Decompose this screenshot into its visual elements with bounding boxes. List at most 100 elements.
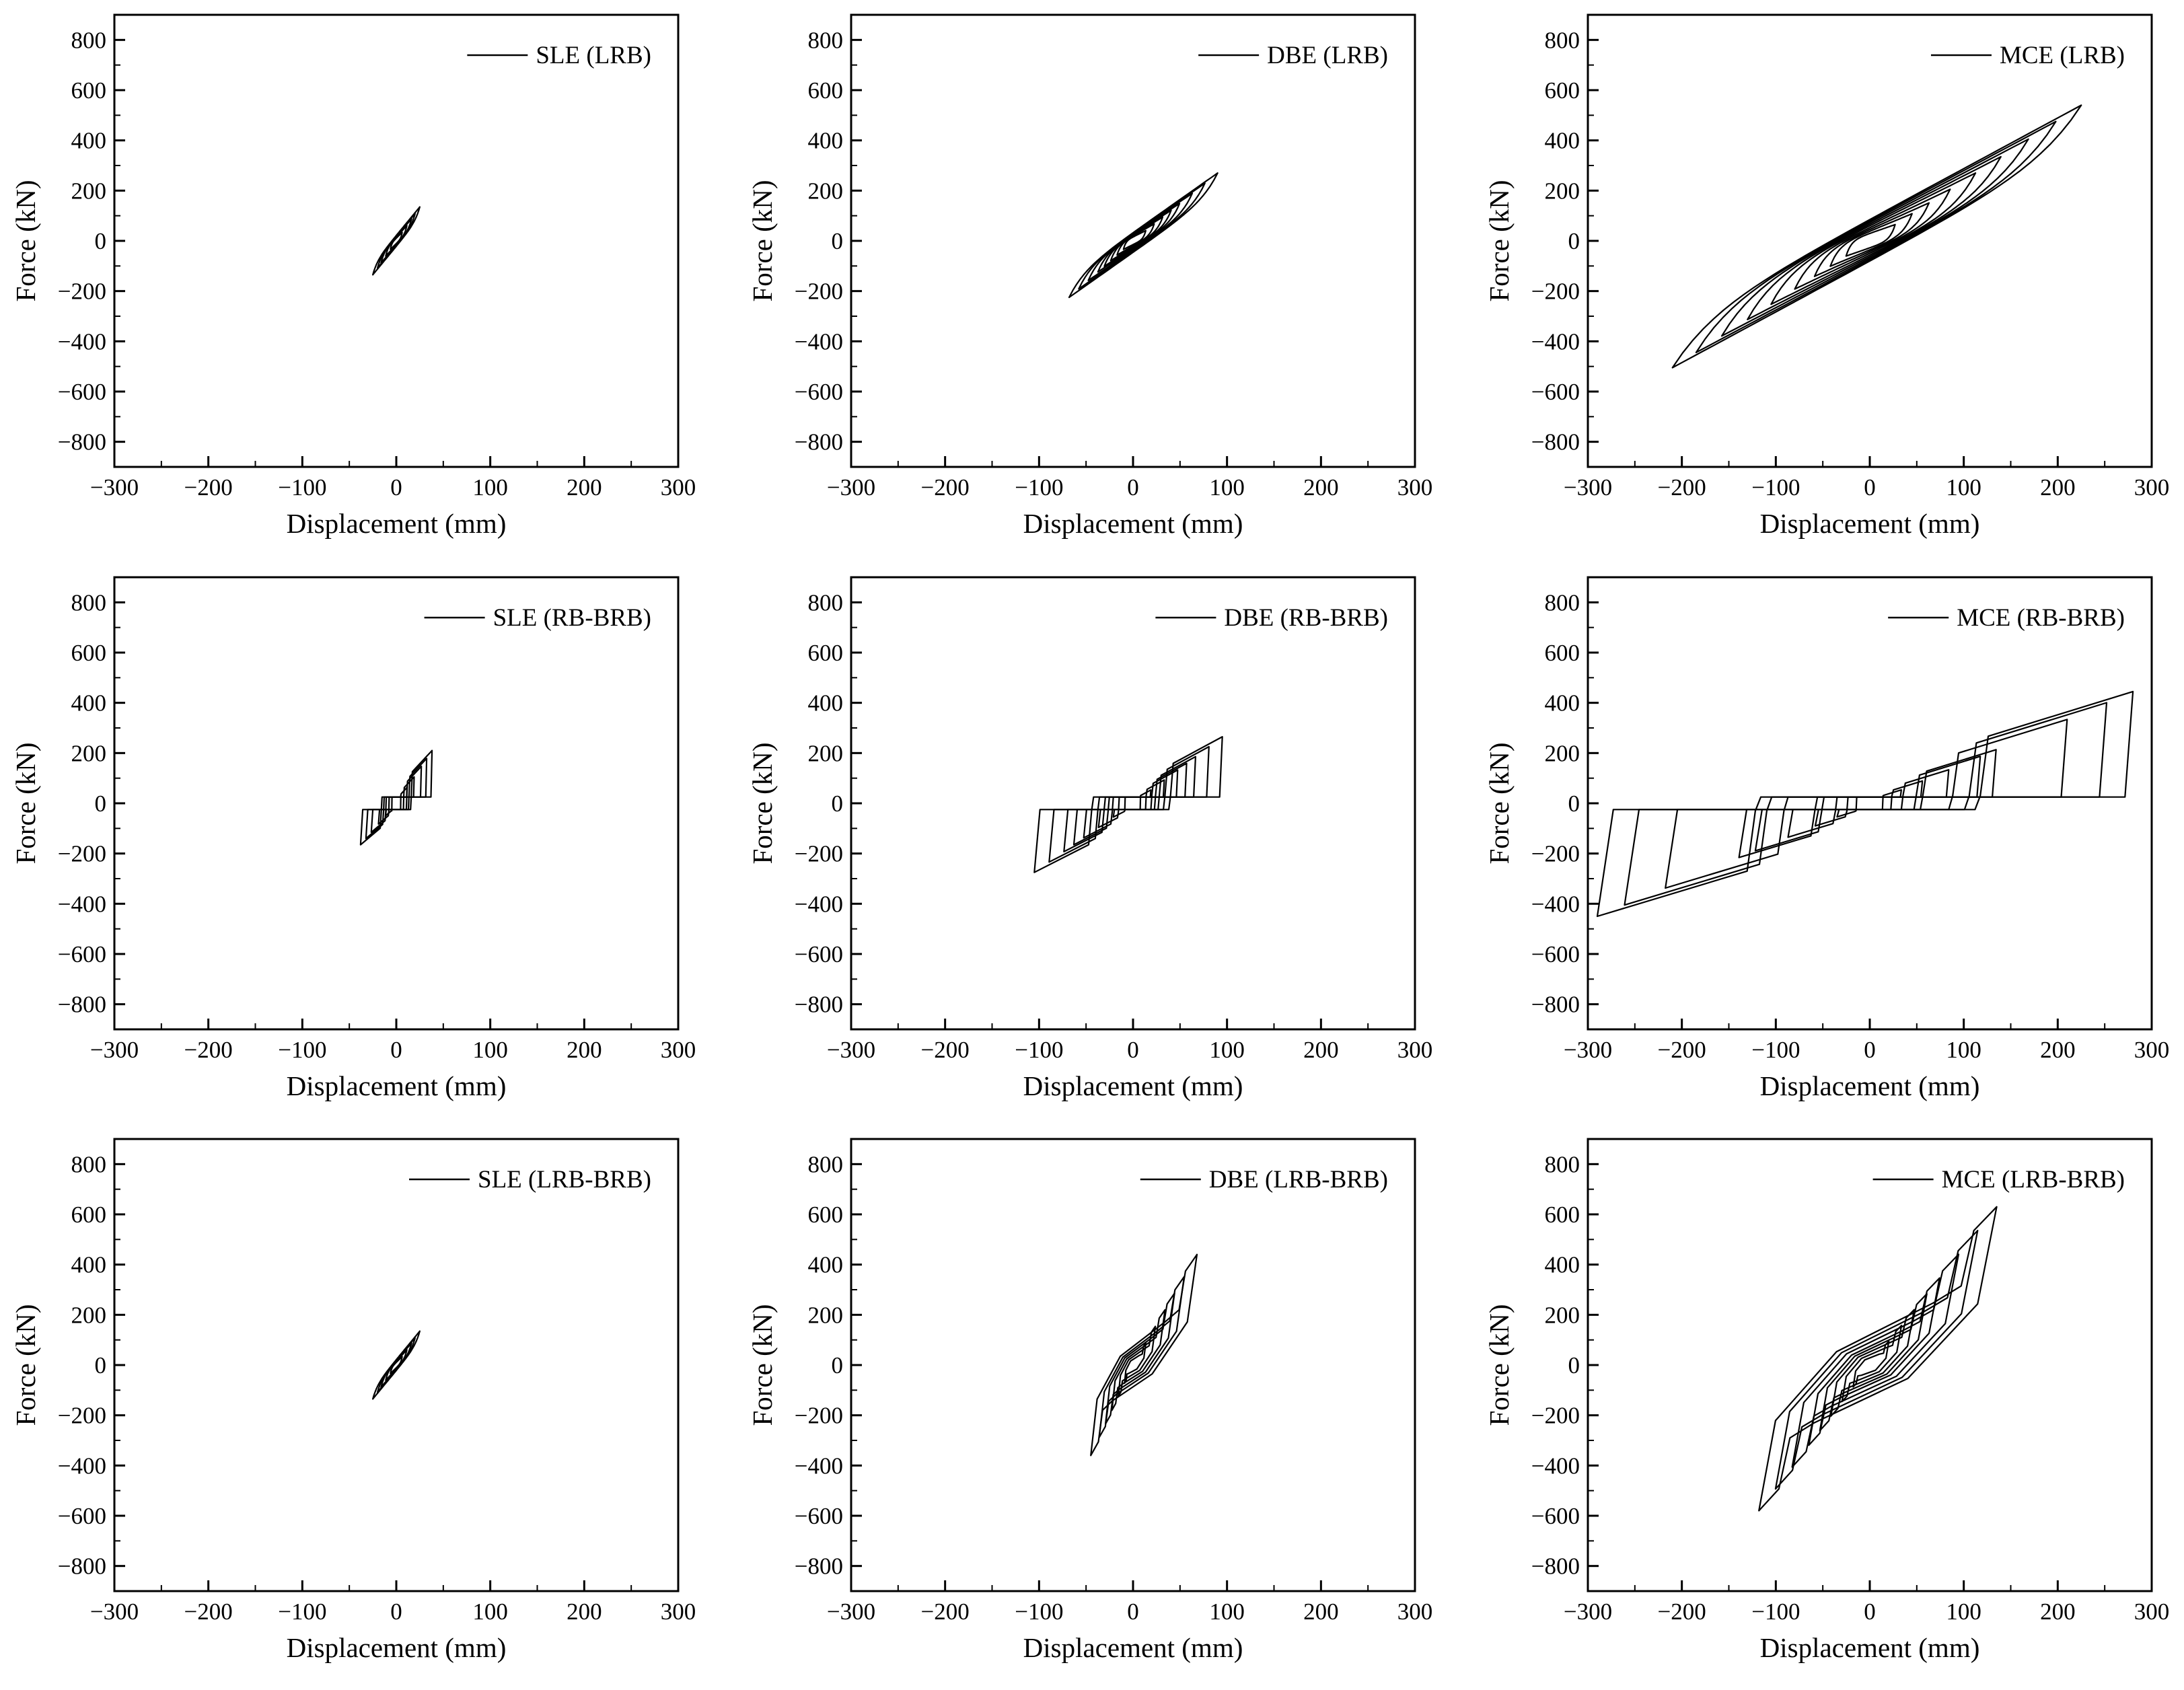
hysteresis-loop — [1845, 223, 1896, 257]
x-tick-label: −300 — [1564, 1037, 1612, 1063]
hysteresis-loop — [372, 1330, 421, 1400]
y-tick-label: −400 — [58, 891, 106, 917]
y-tick-label: −600 — [795, 379, 843, 405]
panel-dbe-lrb: −300 −200 −100 0 100 200 300 −800 −600 −400 −200 0 2… — [747, 13, 1432, 539]
y-tick-label: −600 — [1531, 379, 1580, 405]
x-axis-label: Displacement (mm) — [1760, 1070, 1980, 1101]
legend-label: MCE (LRB) — [2000, 42, 2125, 69]
plot-frame — [113, 1138, 680, 1592]
x-tick-label: 200 — [2040, 1599, 2076, 1625]
x-axis-label: Displacement (mm) — [287, 1632, 507, 1663]
y-tick-label: 600 — [71, 77, 107, 104]
x-tick-label: 0 — [1127, 474, 1139, 501]
hysteresis-curves — [1671, 104, 2082, 369]
y-tick-label: 200 — [71, 178, 107, 204]
x-tick-label: 0 — [1864, 1037, 1876, 1063]
hysteresis-loop — [1791, 1253, 1960, 1468]
panel-mce-lrb-brb: −300 −200 −100 0 100 200 300 −800 −600 −400 −200 0 2… — [1484, 1138, 2170, 1663]
y-tick-label: 600 — [71, 640, 107, 666]
y-tick-label: −400 — [58, 1453, 106, 1479]
x-tick-label: 100 — [1209, 474, 1245, 501]
x-tick-label: −300 — [90, 1599, 139, 1625]
x-tick-label: −100 — [278, 474, 326, 501]
y-axis-label: Force (kN) — [10, 1304, 41, 1426]
y-tick-label: −400 — [795, 891, 843, 917]
x-tick-label: −200 — [184, 474, 233, 501]
plot-frame — [1587, 576, 2153, 1031]
panel-sle-lrb-brb: −300 −200 −100 0 100 200 300 −800 −600 −400 −200 0 2… — [10, 1138, 696, 1663]
plot-frame — [1587, 1138, 2153, 1592]
hysteresis-loop — [1841, 1325, 1903, 1403]
y-tick-label: 400 — [1545, 128, 1580, 154]
x-tick-label: 100 — [472, 1037, 508, 1063]
x-tick-label: −100 — [1751, 1599, 1800, 1625]
hysteresis-loop — [1774, 1230, 1979, 1490]
hysteresis-loop — [1695, 120, 2057, 353]
hysteresis-loop — [385, 1349, 408, 1381]
y-tick-label: 0 — [95, 1352, 107, 1379]
x-axis-label: Displacement (mm) — [1023, 508, 1243, 539]
y-tick-label: 800 — [808, 589, 844, 616]
y-tick-label: 800 — [808, 1151, 844, 1177]
hysteresis-curves — [1068, 172, 1218, 299]
y-tick-label: −800 — [795, 429, 843, 455]
y-axis-label: Force (kN) — [1484, 1304, 1515, 1426]
x-tick-label: −300 — [1564, 1599, 1612, 1625]
y-tick-label: −200 — [58, 1403, 106, 1429]
y-tick-label: 800 — [71, 27, 107, 53]
legend-label: DBE (LRB-BRB) — [1209, 1166, 1388, 1193]
panel-mce-rb-brb: −300 −200 −100 0 100 200 300 −800 −600 −400 −200 0 2… — [1484, 576, 2169, 1101]
y-tick-label: −200 — [795, 279, 843, 305]
y-tick-label: −600 — [795, 941, 843, 967]
y-tick-label: 600 — [1545, 77, 1580, 104]
x-tick-label: −300 — [90, 1037, 139, 1063]
y-tick-label: −800 — [1531, 1553, 1580, 1580]
x-tick-label: 100 — [1209, 1599, 1245, 1625]
hysteresis-loop — [1720, 138, 2029, 337]
legend-label: SLE (RB-BRB) — [493, 604, 651, 632]
y-tick-label: 800 — [1545, 589, 1580, 616]
hysteresis-curves — [1090, 1253, 1198, 1457]
y-tick-label: 400 — [71, 128, 107, 154]
hysteresis-loop — [1829, 213, 1913, 267]
x-tick-label: 100 — [1946, 474, 1981, 501]
y-tick-label: 0 — [1568, 228, 1580, 254]
legend: DBE (LRB-BRB) — [1140, 1166, 1388, 1193]
y-tick-label: −200 — [58, 841, 106, 867]
hysteresis-curves — [359, 749, 433, 846]
hysteresis-loop — [372, 206, 421, 276]
hysteresis-loop — [1814, 780, 1924, 827]
x-tick-label: 200 — [1303, 474, 1339, 501]
y-tick-label: −400 — [1531, 891, 1580, 917]
y-tick-label: −200 — [1531, 841, 1580, 867]
x-tick-label: 0 — [390, 1037, 402, 1063]
x-tick-label: −200 — [184, 1037, 233, 1063]
y-tick-label: 400 — [808, 1252, 844, 1278]
x-tick-label: 300 — [2134, 474, 2170, 501]
x-tick-label: 0 — [1127, 1599, 1139, 1625]
x-tick-label: −200 — [1658, 474, 1706, 501]
plot-frame — [850, 576, 1416, 1031]
y-tick-label: 0 — [95, 791, 107, 817]
legend: DBE (LRB) — [1198, 42, 1388, 69]
y-tick-label: 800 — [71, 1151, 107, 1177]
y-tick-label: 200 — [71, 740, 107, 766]
y-tick-label: 400 — [808, 690, 844, 717]
y-tick-label: 400 — [1545, 690, 1580, 717]
hysteresis-loop — [1068, 172, 1218, 299]
hysteresis-loop — [1078, 182, 1206, 290]
y-tick-label: −400 — [1531, 1453, 1580, 1479]
hysteresis-loop — [1747, 155, 2002, 320]
x-tick-label: −200 — [921, 474, 970, 501]
hysteresis-loop — [1090, 1253, 1198, 1457]
x-tick-label: 200 — [1303, 1037, 1339, 1063]
legend: SLE (RB-BRB) — [424, 604, 651, 632]
y-tick-label: −800 — [58, 1553, 106, 1580]
x-axis-label: Displacement (mm) — [1760, 508, 1980, 539]
x-axis-label: Displacement (mm) — [1023, 1632, 1243, 1663]
panel-mce-lrb: −300 −200 −100 0 100 200 300 −800 −600 −400 −200 0 2… — [1484, 13, 2170, 539]
hysteresis-loop — [1808, 1277, 1940, 1446]
panel-sle-lrb: −300 −200 −100 0 100 200 300 −800 −600 −400 −200 0 2… — [10, 13, 696, 539]
x-tick-label: 300 — [2134, 1599, 2170, 1625]
